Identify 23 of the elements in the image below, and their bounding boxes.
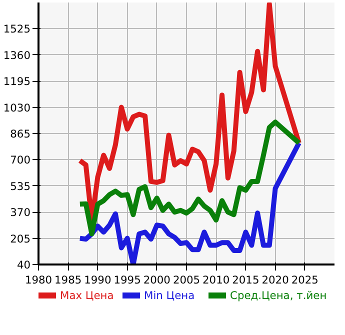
y-tick-label: 40 bbox=[16, 258, 31, 272]
y-tick-label: 1030 bbox=[3, 101, 31, 114]
x-tick-label: 1980 bbox=[24, 274, 52, 286]
y-tick-label: 865 bbox=[10, 128, 31, 140]
x-tick-label: 2000 bbox=[143, 274, 171, 286]
x-tick-label: 1990 bbox=[84, 274, 112, 286]
y-tick-label: 535 bbox=[10, 180, 31, 193]
x-tick-label: 2020 bbox=[262, 274, 290, 286]
legend-label: Min Цена bbox=[144, 288, 195, 302]
y-tick-label: 1525 bbox=[3, 22, 31, 36]
legend-label: Max Цена bbox=[60, 288, 114, 302]
x-tick-label: 2025 bbox=[291, 274, 318, 286]
x-tick-label: 1995 bbox=[114, 274, 141, 286]
x-tick-label: 2005 bbox=[172, 274, 200, 286]
y-tick-label: 1360 bbox=[3, 48, 31, 62]
x-tick-label: 2015 bbox=[232, 274, 260, 286]
y-tick-label: 205 bbox=[10, 232, 31, 246]
legend-label: Сред.Цена, т.йен bbox=[230, 288, 327, 302]
y-tick-label: 370 bbox=[10, 206, 31, 220]
x-tick-label: 1985 bbox=[54, 274, 82, 286]
y-tick-label: 700 bbox=[10, 154, 31, 167]
x-tick-label: 2010 bbox=[202, 274, 230, 286]
y-tick-label: 1195 bbox=[3, 75, 31, 88]
